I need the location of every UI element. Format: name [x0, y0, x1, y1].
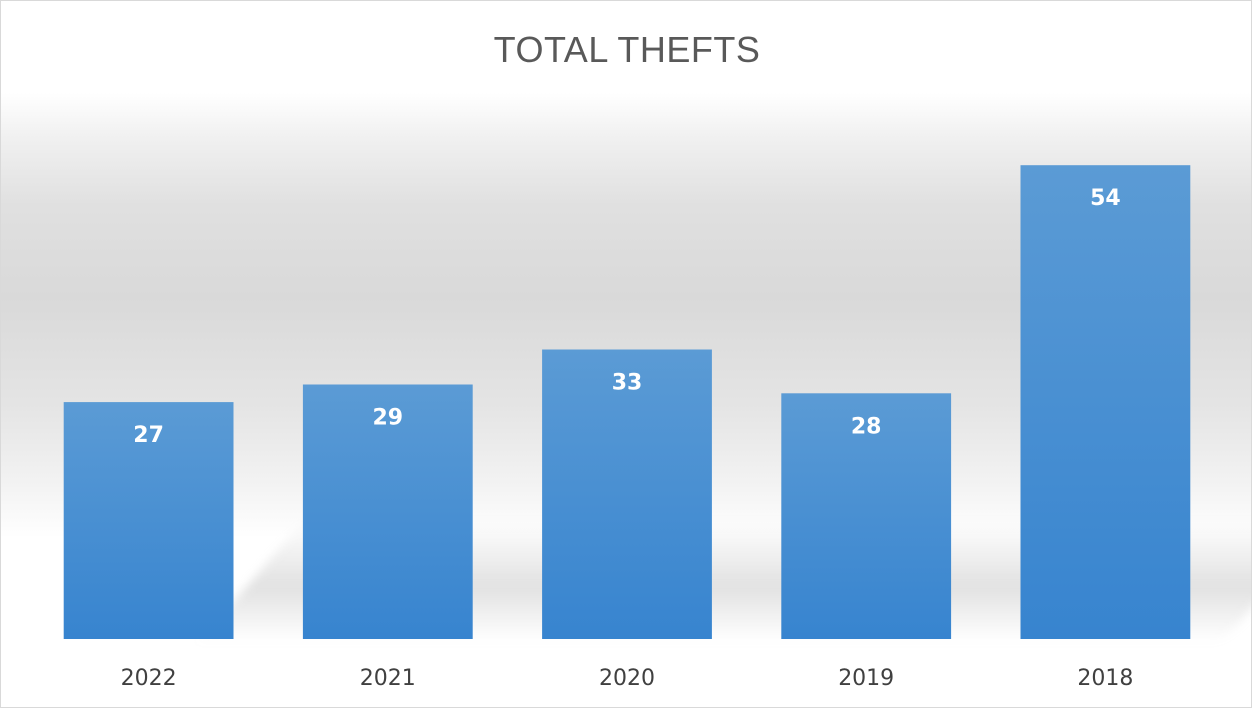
x-tick-label-2022: 2022	[121, 666, 177, 691]
chart-title: TOTAL THEFTS	[493, 29, 761, 70]
bar-2021	[302, 384, 473, 639]
data-label-2022: 27	[133, 423, 164, 448]
bar-2018	[1020, 165, 1191, 639]
data-label-2020: 33	[612, 371, 643, 396]
x-tick-label-2021: 2021	[360, 666, 416, 691]
data-label-2021: 29	[372, 406, 403, 431]
data-label-2019: 28	[851, 414, 882, 439]
bar-2022	[63, 402, 234, 639]
x-axis-tick-labels: 2022 2021 2020 2019 2018	[121, 666, 1134, 691]
data-labels-layer: 27 29 33 28 54	[133, 186, 1120, 448]
x-tick-label-2018: 2018	[1077, 666, 1133, 691]
x-tick-label-2019: 2019	[838, 666, 894, 691]
bars-layer	[63, 165, 1191, 639]
data-label-2018: 54	[1090, 186, 1121, 211]
x-tick-label-2020: 2020	[599, 666, 655, 691]
bar-2019	[781, 393, 952, 639]
bar-2020	[542, 349, 712, 639]
